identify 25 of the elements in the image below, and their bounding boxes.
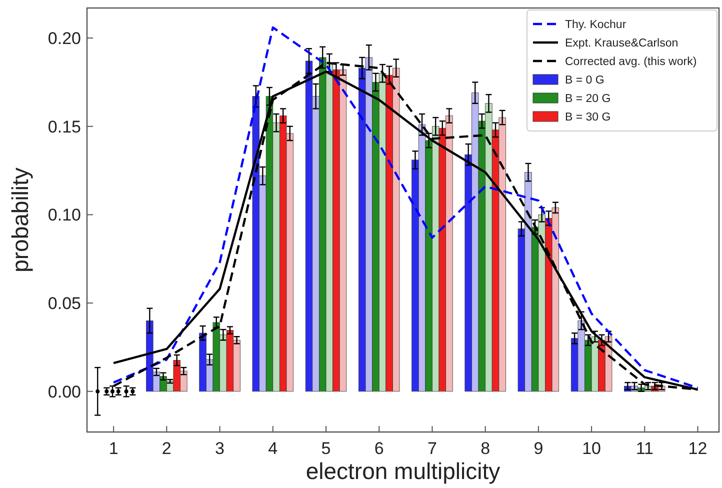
x-tick-label: 1: [108, 439, 118, 458]
x-tick-label: 11: [636, 439, 654, 458]
x-tick-label: 4: [268, 439, 278, 458]
y-tick-label: 0.00: [48, 382, 81, 402]
x-tick-label: 6: [374, 439, 384, 458]
legend-label: B = 30 G: [565, 112, 611, 124]
x-tick-label: 10: [582, 439, 601, 458]
x-tick-label: 12: [688, 439, 708, 458]
y-tick-label: 0.15: [48, 117, 81, 136]
x-tick-label: 7: [427, 439, 437, 458]
legend-label: B = 0 G: [565, 74, 604, 86]
legend-label: Corrected avg. (this work): [565, 56, 697, 68]
legend-label: B = 20 G: [565, 93, 611, 105]
x-tick-label: 8: [480, 439, 490, 458]
x-tick-label: 9: [534, 439, 544, 458]
legend-label: Expt. Krause&Carlson: [565, 38, 678, 50]
x-axis-title: electron multiplicity: [306, 458, 501, 484]
x-tick-label: 5: [321, 439, 331, 458]
legend-label: Thy. Kochur: [565, 19, 626, 31]
x-tick-label: 2: [162, 439, 172, 458]
y-tick-label: 0.20: [48, 29, 81, 48]
y-tick-label: 0.10: [48, 206, 81, 225]
y-tick-label: 0.05: [48, 294, 81, 314]
x-tick-label: 3: [215, 439, 225, 458]
y-axis-title: probability: [7, 167, 33, 272]
